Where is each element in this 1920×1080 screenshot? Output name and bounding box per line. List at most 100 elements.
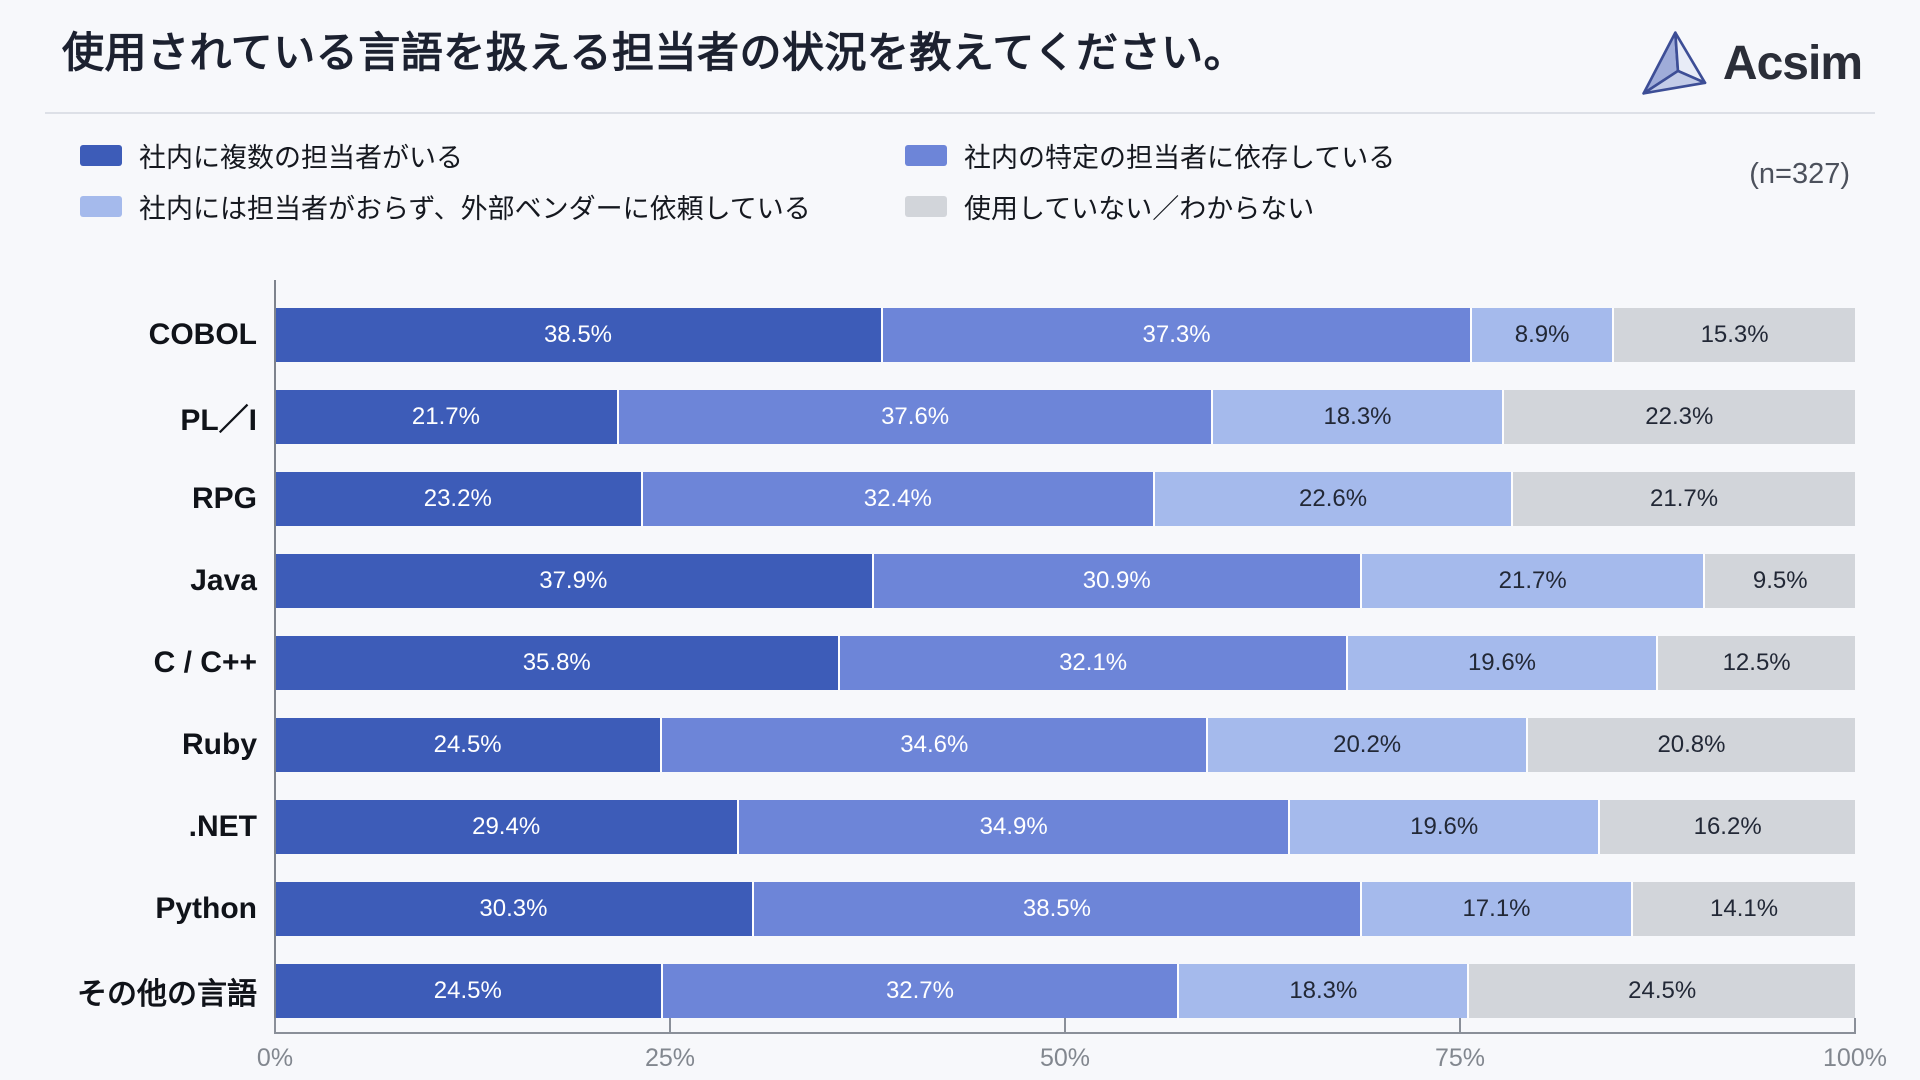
- category-label: .NET: [188, 810, 257, 843]
- chart-row: その他の言語 24.5% 32.7% 18.3% 24.5%: [65, 950, 1855, 1032]
- bar-segment: 24.5%: [275, 718, 663, 772]
- bar-segment: 29.4%: [275, 800, 740, 854]
- legend-item-label: 使用していない／わからない: [964, 194, 1315, 224]
- bar-segment: 20.8%: [1527, 718, 1855, 772]
- bar-segment: 30.9%: [873, 554, 1362, 608]
- bar-value-label: 21.7%: [1498, 567, 1567, 594]
- category-label: COBOL: [148, 318, 257, 351]
- legend-swatch: [905, 145, 947, 166]
- legend-item-2: 社内には担当者がおらず、外部ベンダーに依頼している: [80, 187, 905, 226]
- bar-value-label: 21.7%: [411, 403, 480, 430]
- header: 使用されている言語を扱える担当者の状況を教えてください。 Acsim: [0, 0, 1920, 96]
- legend-item-3: 使用していない／わからない: [905, 187, 1640, 226]
- bar-segment: 37.3%: [882, 308, 1473, 362]
- bar-track: 29.4% 34.9% 19.6% 16.2%: [275, 800, 1856, 854]
- bar-track: 30.3% 38.5% 17.1% 14.1%: [275, 882, 1855, 936]
- y-axis-line: [274, 280, 276, 1032]
- bar-value-label: 22.6%: [1299, 485, 1368, 512]
- bar-value-label: 19.6%: [1467, 649, 1537, 676]
- header-divider: [45, 112, 1875, 114]
- bar-segment: 9.5%: [1705, 554, 1855, 608]
- x-axis: 0% 25% 50% 75% 100%: [65, 1018, 1887, 1080]
- chart-row: Ruby 24.5% 34.6% 20.2% 20.8%: [65, 704, 1855, 786]
- bar-value-label: 24.5%: [433, 731, 502, 758]
- bar-value-label: 21.7%: [1650, 485, 1719, 512]
- bar-segment: 18.3%: [1213, 390, 1504, 444]
- bar-value-label: 38.5%: [543, 321, 613, 348]
- bar-segment: 15.3%: [1614, 308, 1856, 362]
- bar-segment: 21.7%: [1513, 472, 1855, 526]
- legend-swatch: [80, 196, 122, 217]
- bar-value-label: 15.3%: [1700, 321, 1769, 348]
- bar-value-label: 37.3%: [1142, 321, 1211, 348]
- axis-tick-label: 100%: [1823, 1044, 1887, 1072]
- bar-track: 38.5% 37.3% 8.9% 15.3%: [275, 308, 1856, 362]
- bar-segment: 34.9%: [739, 800, 1291, 854]
- bar-segment: 35.8%: [275, 636, 841, 690]
- bar-value-label: 24.5%: [433, 977, 502, 1004]
- bar-track: 24.5% 32.7% 18.3% 24.5%: [275, 964, 1855, 1018]
- bar-segment: 16.2%: [1600, 800, 1856, 854]
- chart-plot-area: COBOL 38.5% 37.3% 8.9% 15.3% PL／I 21.7% 37.6% 18…: [65, 280, 1856, 1032]
- bar-value-label: 16.2%: [1693, 813, 1762, 840]
- category-label: C / C++: [153, 646, 257, 679]
- axis-tick: [669, 1018, 671, 1034]
- bar-segment: 30.3%: [275, 882, 754, 936]
- category-label: PL／I: [180, 404, 257, 437]
- chart-row: Java 37.9% 30.9% 21.7% 9.5%: [65, 540, 1855, 622]
- bar-value-label: 29.4%: [472, 813, 541, 840]
- sample-size-label: (n=327): [1749, 158, 1850, 190]
- bar-track: 23.2% 32.4% 22.6% 21.7%: [275, 472, 1855, 526]
- chart-legend: 社内に複数の担当者がいる 社内の特定の担当者に依存している社内には担当者がおらず、…: [80, 136, 1920, 224]
- bar-segment: 37.9%: [275, 554, 874, 608]
- bar-segment: 22.3%: [1503, 390, 1856, 444]
- bar-segment: 20.2%: [1208, 718, 1528, 772]
- bar-segment: 21.7%: [275, 390, 619, 444]
- legend-item-label: 社内には担当者がおらず、外部ベンダーに依頼している: [139, 194, 811, 224]
- stacked-bar-chart: COBOL 38.5% 37.3% 8.9% 15.3% PL／I 21.7% 37.6% 18…: [65, 280, 1887, 1080]
- bar-value-label: 32.4%: [863, 485, 932, 512]
- bar-track: 35.8% 32.1% 19.6% 12.5%: [275, 636, 1855, 690]
- bar-value-label: 24.5%: [1628, 977, 1697, 1004]
- bar-value-label: 8.9%: [1514, 321, 1570, 348]
- bar-segment: 32.1%: [840, 636, 1348, 690]
- category-label: Java: [190, 564, 257, 597]
- bar-value-label: 20.2%: [1333, 731, 1402, 758]
- bar-value-label: 23.2%: [423, 485, 492, 512]
- bar-segment: 24.5%: [275, 964, 663, 1018]
- bar-value-label: 34.9%: [979, 813, 1048, 840]
- bar-track: 24.5% 34.6% 20.2% 20.8%: [275, 718, 1855, 772]
- page-title: 使用されている言語を扱える担当者の状況を教えてください。: [62, 29, 1247, 76]
- bar-segment: 21.7%: [1361, 554, 1706, 608]
- axis-tick: [1854, 1018, 1856, 1034]
- x-axis-line: 0% 25% 50% 75% 100%: [257, 1018, 1887, 1080]
- bar-value-label: 12.5%: [1722, 649, 1791, 676]
- bar-value-label: 14.1%: [1710, 895, 1779, 922]
- bar-track: 21.7% 37.6% 18.3% 22.3%: [275, 390, 1856, 444]
- bar-segment: 14.1%: [1633, 882, 1855, 936]
- brand-name: Acsim: [1722, 36, 1863, 90]
- axis-tick-label: 25%: [644, 1044, 696, 1072]
- bar-segment: 8.9%: [1472, 308, 1615, 362]
- axis-tick-label: 50%: [1039, 1044, 1091, 1072]
- bar-value-label: 9.5%: [1752, 567, 1808, 594]
- bar-segment: 38.5%: [753, 882, 1362, 936]
- bar-segment: 32.7%: [662, 964, 1180, 1018]
- bar-segment: 17.1%: [1361, 882, 1634, 936]
- bar-value-label: 20.8%: [1657, 731, 1726, 758]
- bar-segment: 19.6%: [1290, 800, 1601, 854]
- legend-item-label: 社内に複数の担当者がいる: [139, 143, 463, 173]
- bar-segment: 38.5%: [275, 308, 883, 362]
- category-label: RPG: [191, 482, 257, 515]
- brand-logo: Acsim: [1641, 30, 1863, 96]
- legend-item-1: 社内の特定の担当者に依存している: [905, 136, 1640, 175]
- legend-item-0: 社内に複数の担当者がいる: [80, 136, 905, 175]
- category-label: Python: [155, 892, 257, 925]
- bar-value-label: 22.3%: [1645, 403, 1714, 430]
- chart-row: COBOL 38.5% 37.3% 8.9% 15.3%: [65, 294, 1856, 376]
- bar-value-label: 17.1%: [1462, 895, 1531, 922]
- legend-grid: 社内に複数の担当者がいる 社内の特定の担当者に依存している社内には担当者がおらず、…: [80, 136, 1640, 226]
- bar-segment: 34.6%: [662, 718, 1209, 772]
- bar-value-label: 35.8%: [522, 649, 591, 676]
- bar-segment: 19.6%: [1347, 636, 1659, 690]
